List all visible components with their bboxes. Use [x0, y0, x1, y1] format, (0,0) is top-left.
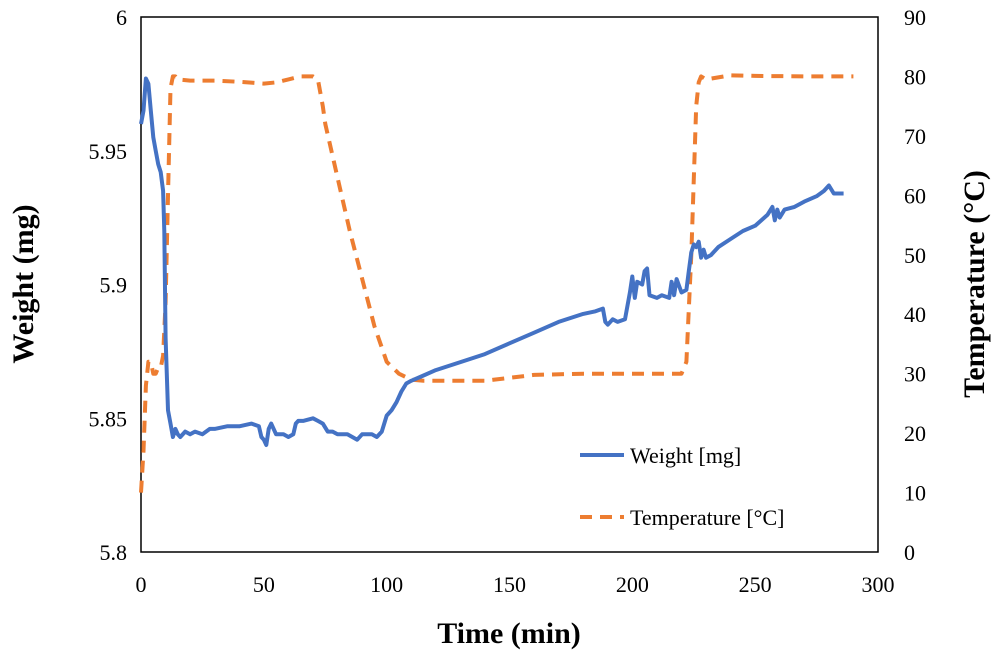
weight-line	[139, 76, 844, 447]
y2-tick-label: 20	[904, 421, 926, 446]
y2-tick-label: 30	[904, 362, 926, 387]
x-axis-title: Time (min)	[437, 617, 581, 650]
x-tick-label: 50	[253, 572, 275, 597]
legend-temperature-label: Temperature [°C]	[630, 505, 784, 530]
y2-tick-label: 60	[904, 183, 926, 208]
y2-tick-label: 0	[904, 540, 915, 565]
x-tick-label: 100	[370, 572, 403, 597]
y-tick-label: 5.9	[100, 273, 128, 298]
x-tick-label: 150	[493, 572, 526, 597]
y2-tick-label: 50	[904, 243, 926, 268]
y2-tick-label: 40	[904, 302, 926, 327]
y-axis-title: Weight (mg)	[7, 204, 40, 363]
series-layer	[139, 73, 854, 493]
x-tick-label: 0	[136, 572, 147, 597]
y-tick-label: 6	[116, 5, 127, 30]
x-axis-ticks: 0 50 100 150 200 250 300	[136, 572, 895, 597]
x-tick-label: 300	[862, 572, 895, 597]
y-tick-label: 5.95	[89, 139, 128, 164]
x-tick-label: 200	[616, 572, 649, 597]
temperature-line	[139, 73, 854, 493]
y2-tick-label: 70	[904, 124, 926, 149]
y2-tick-label: 80	[904, 64, 926, 89]
y2-tick-label: 10	[904, 481, 926, 506]
y-tick-label: 5.85	[89, 406, 128, 431]
x-tick-label: 250	[739, 572, 772, 597]
y-axis-ticks: 5.8 5.85 5.9 5.95 6	[89, 5, 128, 565]
y2-axis-ticks: 0 10 20 30 40 50 60 70 80 90	[904, 5, 926, 565]
plot-area	[140, 16, 879, 553]
y2-axis-title: Temperature (°C)	[958, 170, 991, 398]
y2-tick-label: 90	[904, 5, 926, 30]
legend-weight-label: Weight [mg]	[630, 443, 741, 468]
legend: Weight [mg] Temperature [°C]	[580, 443, 784, 530]
y-tick-label: 5.8	[100, 540, 128, 565]
